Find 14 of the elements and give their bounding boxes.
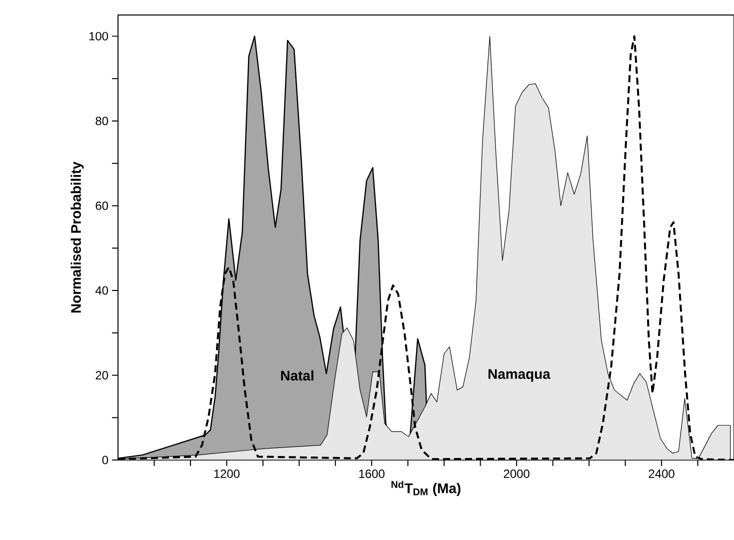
x-tick-label: 1200: [214, 470, 240, 478]
series-label: Natal: [281, 370, 314, 381]
y-tick-label: 40: [95, 286, 108, 295]
y-tick-label: 80: [96, 116, 108, 126]
y-tick-label: 20: [96, 371, 108, 380]
x-tick-label: 2400: [648, 470, 674, 478]
series-label: Namaqua: [488, 369, 550, 382]
y-axis-title: Normalised Probability: [70, 162, 84, 313]
y-tick-label: 100: [89, 32, 108, 40]
y-tick-label: 60: [96, 201, 108, 210]
x-axis-title: $^{Nd}$T$_{DM}$ (Ma): [392, 480, 460, 496]
y-tick-label: 0: [102, 456, 108, 464]
x-tick-label: 1600: [359, 470, 384, 478]
x-tick-label: 2000: [504, 470, 530, 478]
